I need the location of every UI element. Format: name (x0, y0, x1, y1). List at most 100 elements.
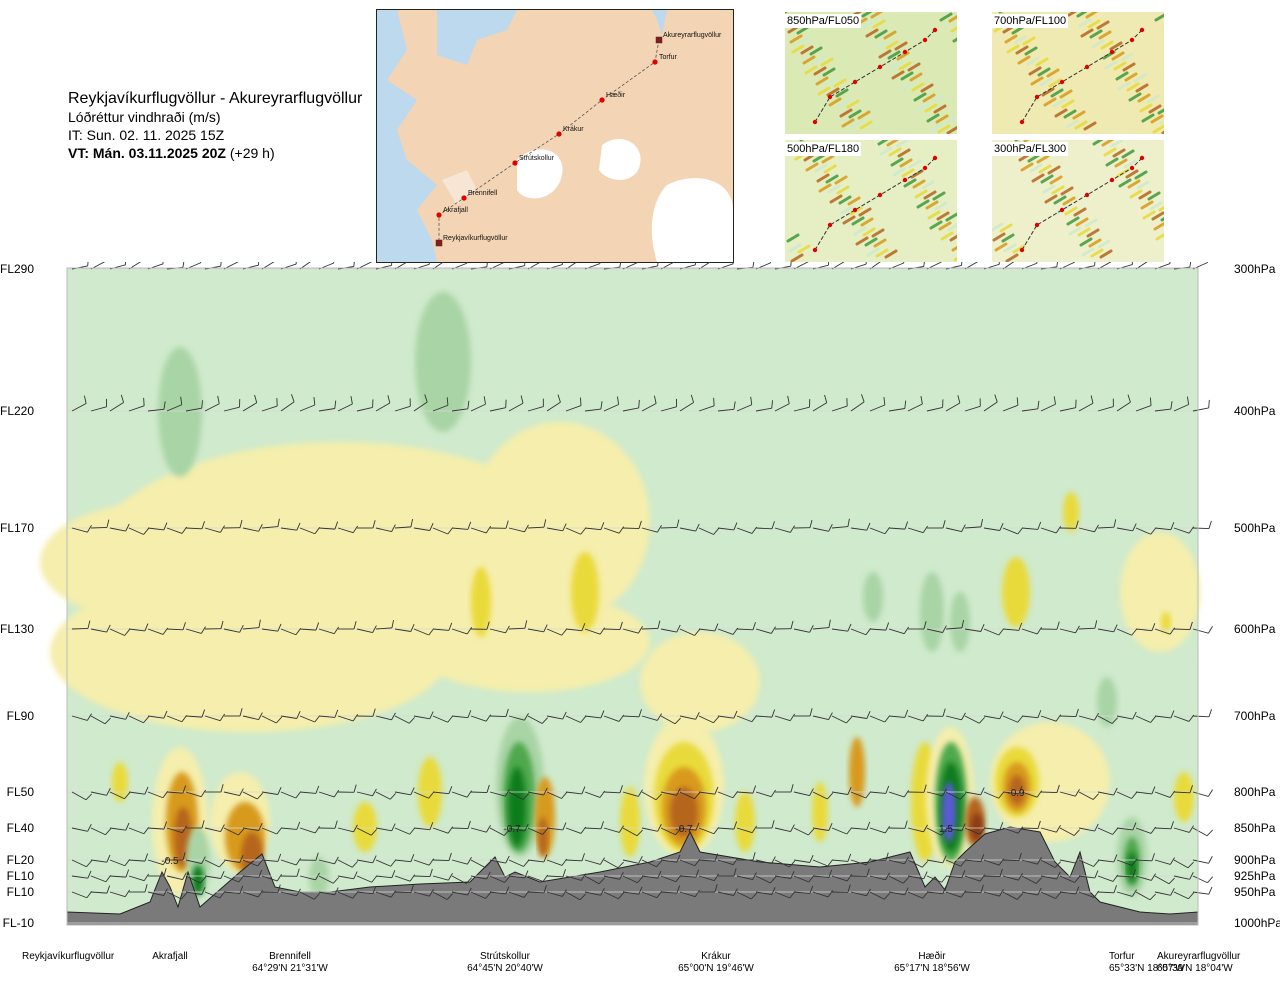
wind-barb (338, 621, 357, 630)
wind-barb (356, 886, 377, 895)
wind-barb (508, 713, 529, 721)
wind-barb (90, 854, 111, 863)
wind-barb (280, 888, 301, 897)
wind-barb (774, 525, 795, 533)
wind-barb (185, 875, 207, 884)
fl-tick-label: FL220 (0, 404, 35, 418)
location-label: Krákur 65°00'N 19°46'W (671, 951, 761, 975)
wind-barb (109, 869, 130, 878)
wind-barb (1040, 621, 1060, 630)
wind-barb (774, 871, 795, 879)
wind-barb (736, 622, 756, 631)
wind-barb (223, 788, 244, 797)
wind-barb (1135, 715, 1157, 723)
wind-barb (603, 872, 624, 880)
wind-barb (470, 871, 491, 880)
wind-barb (204, 871, 225, 879)
wind-barb (508, 890, 530, 898)
wind-barb (1154, 857, 1175, 865)
wind-barb (508, 395, 524, 412)
velocity-cell (950, 592, 970, 652)
wind-barb (1002, 826, 1024, 834)
wind-barb (546, 791, 568, 799)
wind-barb (774, 859, 796, 868)
cross-section: -0.5 -0.7 -0.7 1.5 -0.9 (0, 252, 1280, 942)
wind-barb (641, 525, 662, 533)
route-waypoint: Akrafjall (436, 207, 468, 218)
velocity-cell (309, 857, 329, 897)
wind-barb (1097, 519, 1117, 529)
wind-barb (983, 394, 998, 412)
velocity-cell (920, 572, 944, 652)
fl-tick-label: FL10 (6, 885, 34, 899)
wind-barb (584, 522, 605, 531)
wind-barb (185, 626, 206, 634)
wind-barb (546, 628, 568, 636)
wind-barb (603, 396, 620, 412)
wind-barb (318, 856, 339, 865)
wind-barb (869, 527, 891, 535)
wind-barb (299, 715, 321, 723)
route-waypoints: Akureyrarflugvöllur Torfur Hæðir Krákur Strú… (435, 32, 722, 247)
wind-barb (1059, 708, 1079, 718)
location-label: Strútskollur 64°45'N 20°40'W (460, 951, 550, 975)
velocity-cell (470, 422, 650, 622)
wind-barb (983, 868, 1003, 878)
wind-barb (71, 791, 92, 801)
wind-barb (1135, 527, 1157, 535)
wind-barb (888, 790, 910, 798)
wind-barb (261, 715, 283, 724)
wind-barb (261, 623, 282, 632)
wind-barb (964, 884, 984, 894)
wind-barb (128, 827, 150, 835)
level-map-500-svg (785, 140, 957, 262)
wind-barb (546, 394, 561, 412)
wind-barb (1116, 858, 1138, 866)
wind-barb (242, 394, 258, 412)
wind-barb (489, 625, 510, 634)
wind-barb (926, 399, 944, 412)
wind-barb (318, 790, 340, 798)
velocity-cell (508, 767, 526, 847)
wind-barb (147, 857, 168, 866)
wind-barb (451, 521, 472, 530)
wind-barb (185, 789, 206, 798)
wind-barb (869, 891, 890, 900)
wind-barb (394, 398, 411, 412)
wind-barb (1097, 624, 1118, 633)
wind-barb (1040, 714, 1062, 722)
wind-barb (375, 870, 396, 879)
level-map-300-svg (992, 140, 1164, 262)
wind-barb (527, 715, 548, 724)
wind-barb (166, 396, 183, 412)
wind-barb (394, 787, 415, 796)
wind-barb (869, 872, 890, 881)
wind-barb (1154, 627, 1176, 635)
waypoint-label: Strútskollur (519, 155, 555, 162)
wind-barb (660, 398, 677, 412)
location-label: Akrafjall (125, 951, 215, 963)
wind-barb (622, 399, 640, 412)
wind-barb (907, 824, 928, 833)
wind-barb (926, 625, 947, 634)
wind-barb (736, 526, 758, 534)
wind-barb (147, 791, 169, 799)
wind-barb (736, 396, 753, 412)
velocity-cell (538, 817, 548, 857)
velocity-cell (158, 347, 202, 477)
wind-barb (927, 520, 946, 529)
wind-barb (622, 886, 643, 895)
wind-barb (318, 709, 339, 718)
pressure-tick-label: 950hPa (1234, 885, 1276, 899)
wind-barb (831, 518, 850, 529)
wind-barb (432, 891, 453, 900)
wind-barb (622, 520, 642, 530)
wind-barb (717, 791, 739, 799)
wind-barb (205, 784, 224, 793)
wind-barb (831, 398, 848, 412)
wind-barb (622, 709, 642, 718)
wind-barb (299, 527, 321, 535)
wind-barb (717, 627, 739, 635)
wind-barb (945, 524, 966, 533)
wind-barb (565, 826, 587, 834)
